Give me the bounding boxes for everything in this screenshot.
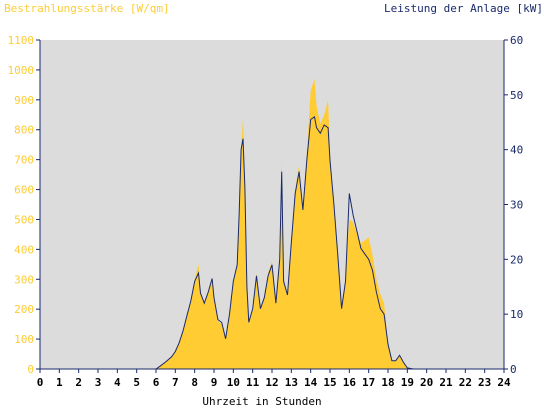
y-left-tick-label: 800: [14, 124, 34, 137]
y-right-tick-label: 30: [510, 199, 523, 212]
irradiance-area: [40, 78, 504, 370]
y-left-tick-label: 400: [14, 243, 34, 256]
x-tick-label: 2: [75, 376, 82, 389]
x-tick-label: 7: [172, 376, 179, 389]
y-right-tick-label: 50: [510, 89, 523, 102]
x-tick-label: 18: [381, 376, 394, 389]
y-right-tick-label: 10: [510, 308, 523, 321]
x-tick-label: 22: [459, 376, 472, 389]
x-tick-label: 5: [133, 376, 140, 389]
x-tick-label: 15: [323, 376, 336, 389]
y-left-tick-label: 0: [27, 363, 34, 376]
x-tick-label: 10: [227, 376, 240, 389]
x-tick-label: 1: [56, 376, 63, 389]
x-tick-label: 21: [439, 376, 453, 389]
power-line: [40, 115, 504, 370]
x-tick-label: 8: [191, 376, 198, 389]
x-tick-label: 24: [497, 376, 511, 389]
x-tick-label: 4: [114, 376, 121, 389]
y-left-tick-label: 100: [14, 333, 34, 346]
y-left-tick-label: 500: [14, 213, 34, 226]
y-left-tick-label: 700: [14, 154, 34, 167]
x-tick-label: 14: [304, 376, 318, 389]
y-right-tick-label: 40: [510, 144, 523, 157]
x-tick-label: 3: [95, 376, 102, 389]
x-tick-label: 19: [401, 376, 414, 389]
title-left: Bestrahlungsstärke [W/qm]: [4, 2, 170, 15]
y-left-tick-label: 1000: [8, 64, 35, 77]
y-right-tick-label: 20: [510, 253, 523, 266]
x-tick-label: 12: [265, 376, 278, 389]
x-tick-label: 16: [343, 376, 357, 389]
x-tick-label: 13: [285, 376, 298, 389]
y-left-tick-label: 600: [14, 184, 34, 197]
x-tick-label: 23: [478, 376, 491, 389]
x-tick-label: 6: [153, 376, 160, 389]
x-tick-label: 0: [37, 376, 44, 389]
x-axis-label: Uhrzeit in Stunden: [202, 395, 321, 408]
y-left-tick-label: 900: [14, 94, 34, 107]
y-left-tick-label: 200: [14, 303, 34, 316]
x-tick-label: 9: [211, 376, 218, 389]
y-left-tick-label: 1100: [8, 34, 35, 47]
y-right-tick-label: 0: [510, 363, 517, 376]
y-right-tick-label: 60: [510, 34, 523, 47]
x-tick-label: 11: [246, 376, 260, 389]
title-right: Leistung der Anlage [kW]: [384, 2, 543, 15]
x-tick-label: 17: [362, 376, 375, 389]
x-tick-label: 20: [420, 376, 433, 389]
y-left-tick-label: 300: [14, 273, 34, 286]
